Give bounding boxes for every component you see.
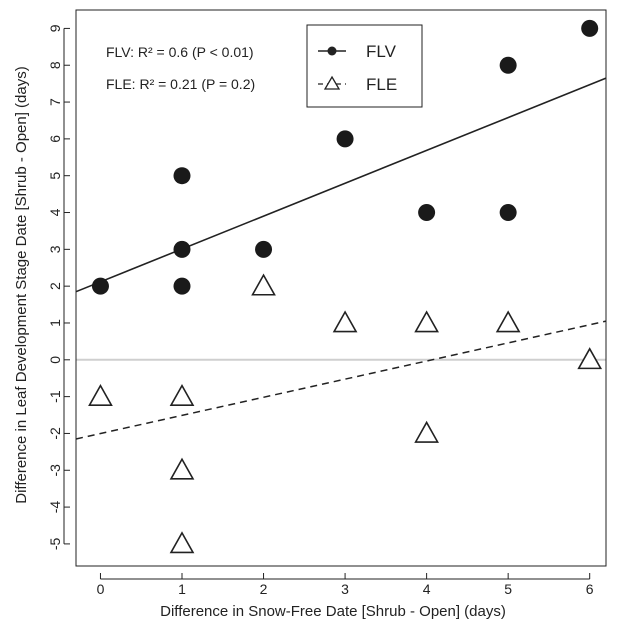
- x-axis-title: Difference in Snow-Free Date [Shrub - Op…: [160, 603, 506, 620]
- flv-point: [499, 56, 517, 74]
- legend-box: [306, 24, 423, 108]
- y-tick-label: 8: [47, 61, 63, 69]
- y-tick-label: -1: [47, 390, 63, 403]
- flv-point: [336, 130, 354, 148]
- y-tick-label: -4: [47, 501, 63, 514]
- legend-fle-marker: [323, 75, 341, 90]
- flv-point: [91, 277, 109, 295]
- fle-point: [251, 273, 276, 296]
- fle-point: [414, 310, 439, 333]
- flv-point: [255, 240, 273, 258]
- x-tick-label: 4: [423, 581, 431, 597]
- fle-fit-annotation: FLE: R² = 0.21 (P = 0.2): [106, 76, 255, 92]
- flv-point: [418, 204, 436, 222]
- fle-point: [169, 383, 195, 407]
- y-tick-label: 7: [47, 98, 63, 106]
- fle-point: [332, 310, 358, 333]
- data-points: [88, 19, 603, 554]
- legend: FLV FLE: [306, 24, 423, 108]
- fle-point: [169, 457, 195, 480]
- y-tick-label: -5: [47, 537, 63, 550]
- fle-point: [577, 347, 603, 370]
- x-tick-label: 0: [97, 581, 105, 597]
- x-tick-label: 5: [504, 581, 512, 597]
- flv-point: [499, 204, 517, 222]
- y-tick-label: 9: [47, 24, 63, 32]
- fle-trend-line: [75, 320, 607, 440]
- fle-point: [495, 310, 521, 333]
- y-tick-label: 3: [47, 245, 63, 253]
- y-tick-label: -3: [47, 464, 63, 477]
- x-tick-label: 3: [341, 581, 349, 597]
- fle-point: [169, 531, 195, 554]
- y-tick-label: 1: [47, 319, 63, 327]
- y-tick-label: -2: [47, 427, 63, 440]
- flv-point: [581, 19, 599, 37]
- y-tick-label: 4: [47, 208, 63, 216]
- legend-fle-label: FLE: [366, 75, 397, 94]
- flv-point: [173, 240, 191, 258]
- y-tick-label: 2: [47, 282, 63, 290]
- y-axis-title: Difference in Leaf Development Stage Dat…: [13, 66, 30, 503]
- y-tick-label: 0: [47, 356, 63, 364]
- y-tick-label: 5: [47, 172, 63, 180]
- y-axis: -5 -4 -3 -2 -1 0 1 2 3 4 5 6 7 8 9: [47, 24, 70, 550]
- x-axis: 0 1 2 3 4 5 6: [97, 573, 594, 597]
- fle-point: [414, 420, 439, 443]
- x-tick-label: 1: [178, 581, 186, 597]
- flv-point: [173, 277, 191, 295]
- flv-fit-annotation: FLV: R² = 0.6 (P < 0.01): [106, 44, 254, 60]
- x-tick-label: 6: [586, 581, 594, 597]
- x-tick-label: 2: [260, 581, 268, 597]
- flv-trend-line: [75, 77, 607, 293]
- plot-frame: [75, 9, 607, 567]
- flv-point: [173, 167, 191, 185]
- fle-point: [88, 383, 113, 407]
- trend-lines: [75, 77, 607, 440]
- legend-flv-marker: [327, 46, 337, 56]
- legend-flv-label: FLV: [366, 42, 397, 61]
- y-tick-label: 6: [47, 135, 63, 143]
